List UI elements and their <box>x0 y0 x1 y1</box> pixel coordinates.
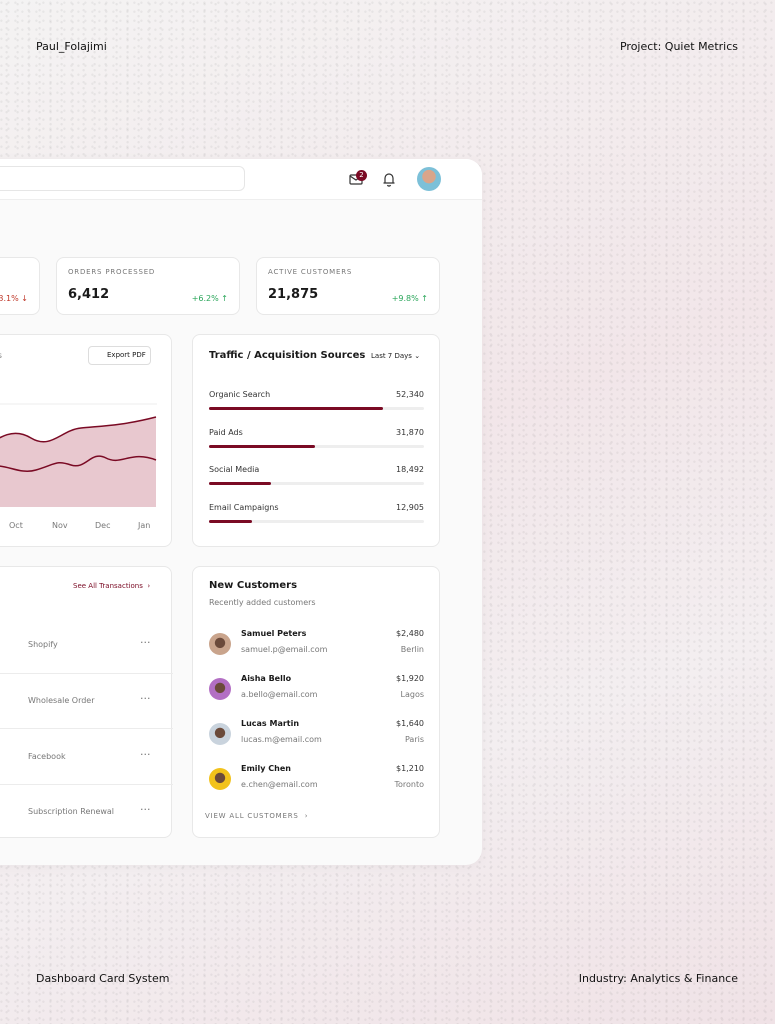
see-all-link[interactable]: See All Transactions › <box>73 582 151 590</box>
bar <box>209 519 252 523</box>
source-name: Organic Search <box>209 390 271 399</box>
stat-card: -3.1% ↓ <box>0 257 40 315</box>
search[interactable] <box>0 166 245 191</box>
source-value: 31,870 <box>396 427 424 437</box>
transaction-source: Shopify <box>28 640 58 649</box>
bar-track <box>209 482 424 485</box>
customers-subtitle: Recently added customers <box>209 598 316 607</box>
month: Dec <box>95 521 111 530</box>
customer-avatar <box>209 678 231 700</box>
stat-value: 6,412 <box>68 287 110 302</box>
transactions-card: See All Transactions › Shopify Wholesale… <box>0 566 173 838</box>
stat-label: ACTIVE CUSTOMERS <box>268 268 353 276</box>
area <box>0 417 156 507</box>
period-select[interactable]: Last 7 Days ⌄ <box>371 352 421 360</box>
stat-change: +6.2% ↑ <box>191 294 228 303</box>
customer-city: Lagos <box>400 690 425 699</box>
customers-card: New Customers Recently added customers V… <box>192 566 440 838</box>
customer-email: a.bello@email.com <box>241 690 318 699</box>
footer-right: Industry: Analytics & Finance <box>578 972 738 985</box>
traffic-card: Traffic / Acquisition Sources Last 7 Day… <box>192 334 440 547</box>
month: Oct <box>9 521 23 530</box>
stat-card: ORDERS PROCESSED 6,412 +6.2% ↑ <box>56 257 240 315</box>
separator <box>0 728 173 729</box>
chart-period: ys <box>0 351 2 360</box>
customer-avatar <box>209 723 231 745</box>
customer-name: Samuel Peters <box>241 629 307 638</box>
customer-email: lucas.m@email.com <box>241 735 322 744</box>
stat-change: -3.1% ↓ <box>0 294 28 303</box>
customers-title: New Customers <box>209 580 298 591</box>
link-text: See All Transactions <box>73 582 143 590</box>
bar <box>209 482 271 485</box>
stat-card: ACTIVE CUSTOMERS 21,875 +9.8% ↑ <box>256 257 440 315</box>
stat-label: ORDERS PROCESSED <box>68 268 156 276</box>
source-value: 18,492 <box>396 465 424 474</box>
source-name: Email Campaigns <box>209 502 279 512</box>
mail-badge: 2 <box>356 170 367 181</box>
customer-amount: $1,920 <box>396 674 424 683</box>
bar-track <box>209 444 424 448</box>
customer-amount: $1,640 <box>396 719 424 728</box>
stat-value: 21,875 <box>268 287 319 302</box>
line <box>0 416 157 443</box>
author: Paul_Folajimi <box>36 40 107 53</box>
customer-name: Aisha Bello <box>241 674 292 683</box>
traffic-title: Traffic / Acquisition Sources <box>209 350 366 361</box>
footer-left: Dashboard Card System <box>36 972 170 985</box>
more-button[interactable]: ··· <box>140 692 151 705</box>
customer-city: Paris <box>404 735 424 744</box>
customer-city: Toronto <box>394 780 424 789</box>
customer-avatar <box>209 633 231 655</box>
user-avatar[interactable] <box>417 167 441 191</box>
month: Jan <box>138 521 151 530</box>
customer-city: Berlin <box>400 645 424 654</box>
period-label: Last 7 Days <box>371 352 412 360</box>
revenue-card: ys Export PDF Oct Nov Dec Jan <box>0 334 172 547</box>
separator <box>0 673 173 674</box>
bar <box>209 444 316 448</box>
view-all-link[interactable]: VIEW ALL CUSTOMERS › <box>205 812 309 820</box>
transaction-source: Subscription Renewal <box>28 807 115 816</box>
source-name: Paid Ads <box>209 427 243 437</box>
month: Nov <box>52 521 68 530</box>
export-button[interactable]: Export PDF <box>88 346 151 365</box>
source-name: Social Media <box>209 465 260 474</box>
bell-icon[interactable] <box>382 172 396 187</box>
transaction-source: Wholesale Order <box>28 696 95 705</box>
bar <box>209 407 384 410</box>
source-value: 12,905 <box>396 502 424 512</box>
customer-email: e.chen@email.com <box>241 780 318 789</box>
export-label: Export PDF <box>107 351 146 359</box>
customer-avatar <box>209 768 231 790</box>
dashboard: 2 -3.1% ↓ ORDERS PROCESSED 6,412 +6.2% ↑… <box>0 159 482 865</box>
more-button[interactable]: ··· <box>140 803 151 816</box>
line <box>0 455 157 472</box>
customer-name: Lucas Martin <box>241 719 300 728</box>
separator <box>0 784 173 785</box>
customer-amount: $1,210 <box>396 764 424 773</box>
area-chart <box>0 403 157 507</box>
customer-name: Emily Chen <box>241 764 291 773</box>
project: Project: Quiet Metrics <box>619 40 738 53</box>
bar-track <box>209 407 424 410</box>
stat-change: +9.8% ↑ <box>391 294 428 303</box>
more-button[interactable]: ··· <box>140 748 151 761</box>
more-button[interactable]: ··· <box>140 636 151 649</box>
link-text: VIEW ALL CUSTOMERS <box>205 812 299 820</box>
source-value: 52,340 <box>396 390 424 399</box>
topbar: 2 <box>0 159 482 200</box>
customer-amount: $2,480 <box>396 629 424 638</box>
customer-email: samuel.p@email.com <box>241 645 328 654</box>
bar-track <box>209 519 424 523</box>
transaction-source: Facebook <box>28 752 66 761</box>
